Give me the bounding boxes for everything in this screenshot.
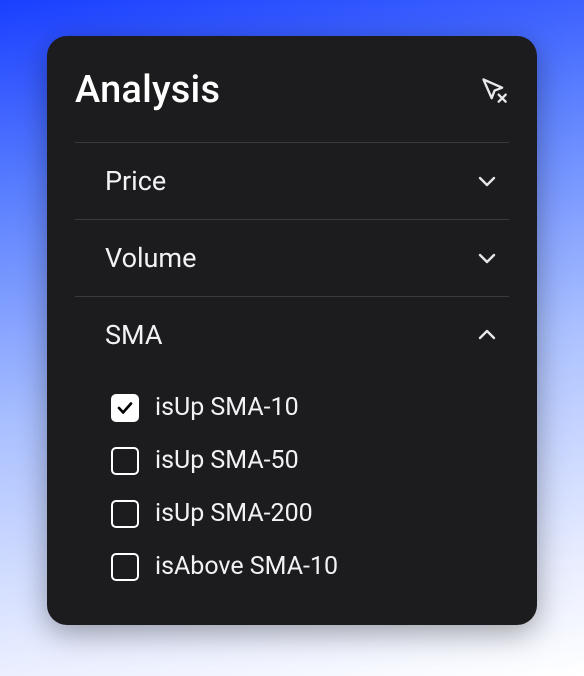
section-header-volume[interactable]: Volume (75, 220, 509, 296)
option-label: isUp SMA-10 (155, 393, 299, 422)
option-isabove-sma-10[interactable]: isAbove SMA-10 (111, 540, 509, 593)
option-label: isUp SMA-50 (155, 446, 299, 475)
panel-title: Analysis (75, 68, 220, 112)
section-label: SMA (105, 319, 162, 351)
panel-header: Analysis (75, 60, 509, 142)
section-sma: SMA isUp SMA-10 (75, 296, 509, 597)
section-header-sma[interactable]: SMA (75, 297, 509, 373)
chevron-up-icon (475, 323, 499, 347)
checkbox[interactable] (111, 500, 139, 528)
section-label: Price (105, 165, 166, 197)
chevron-down-icon (475, 246, 499, 270)
checkbox[interactable] (111, 447, 139, 475)
chevron-down-icon (475, 169, 499, 193)
check-icon (116, 399, 134, 417)
option-label: isUp SMA-200 (155, 499, 313, 528)
cursor-clear-icon[interactable] (479, 75, 509, 105)
section-volume: Volume (75, 219, 509, 296)
checkbox[interactable] (111, 394, 139, 422)
checkbox[interactable] (111, 553, 139, 581)
option-isup-sma-200[interactable]: isUp SMA-200 (111, 487, 509, 540)
section-price: Price (75, 142, 509, 219)
option-label: isAbove SMA-10 (155, 552, 338, 581)
sma-options: isUp SMA-10 isUp SMA-50 isUp SMA-200 (75, 373, 509, 597)
analysis-panel: Analysis Price Volume (47, 36, 537, 625)
section-label: Volume (105, 242, 196, 274)
section-header-price[interactable]: Price (75, 143, 509, 219)
option-isup-sma-50[interactable]: isUp SMA-50 (111, 434, 509, 487)
option-isup-sma-10[interactable]: isUp SMA-10 (111, 381, 509, 434)
